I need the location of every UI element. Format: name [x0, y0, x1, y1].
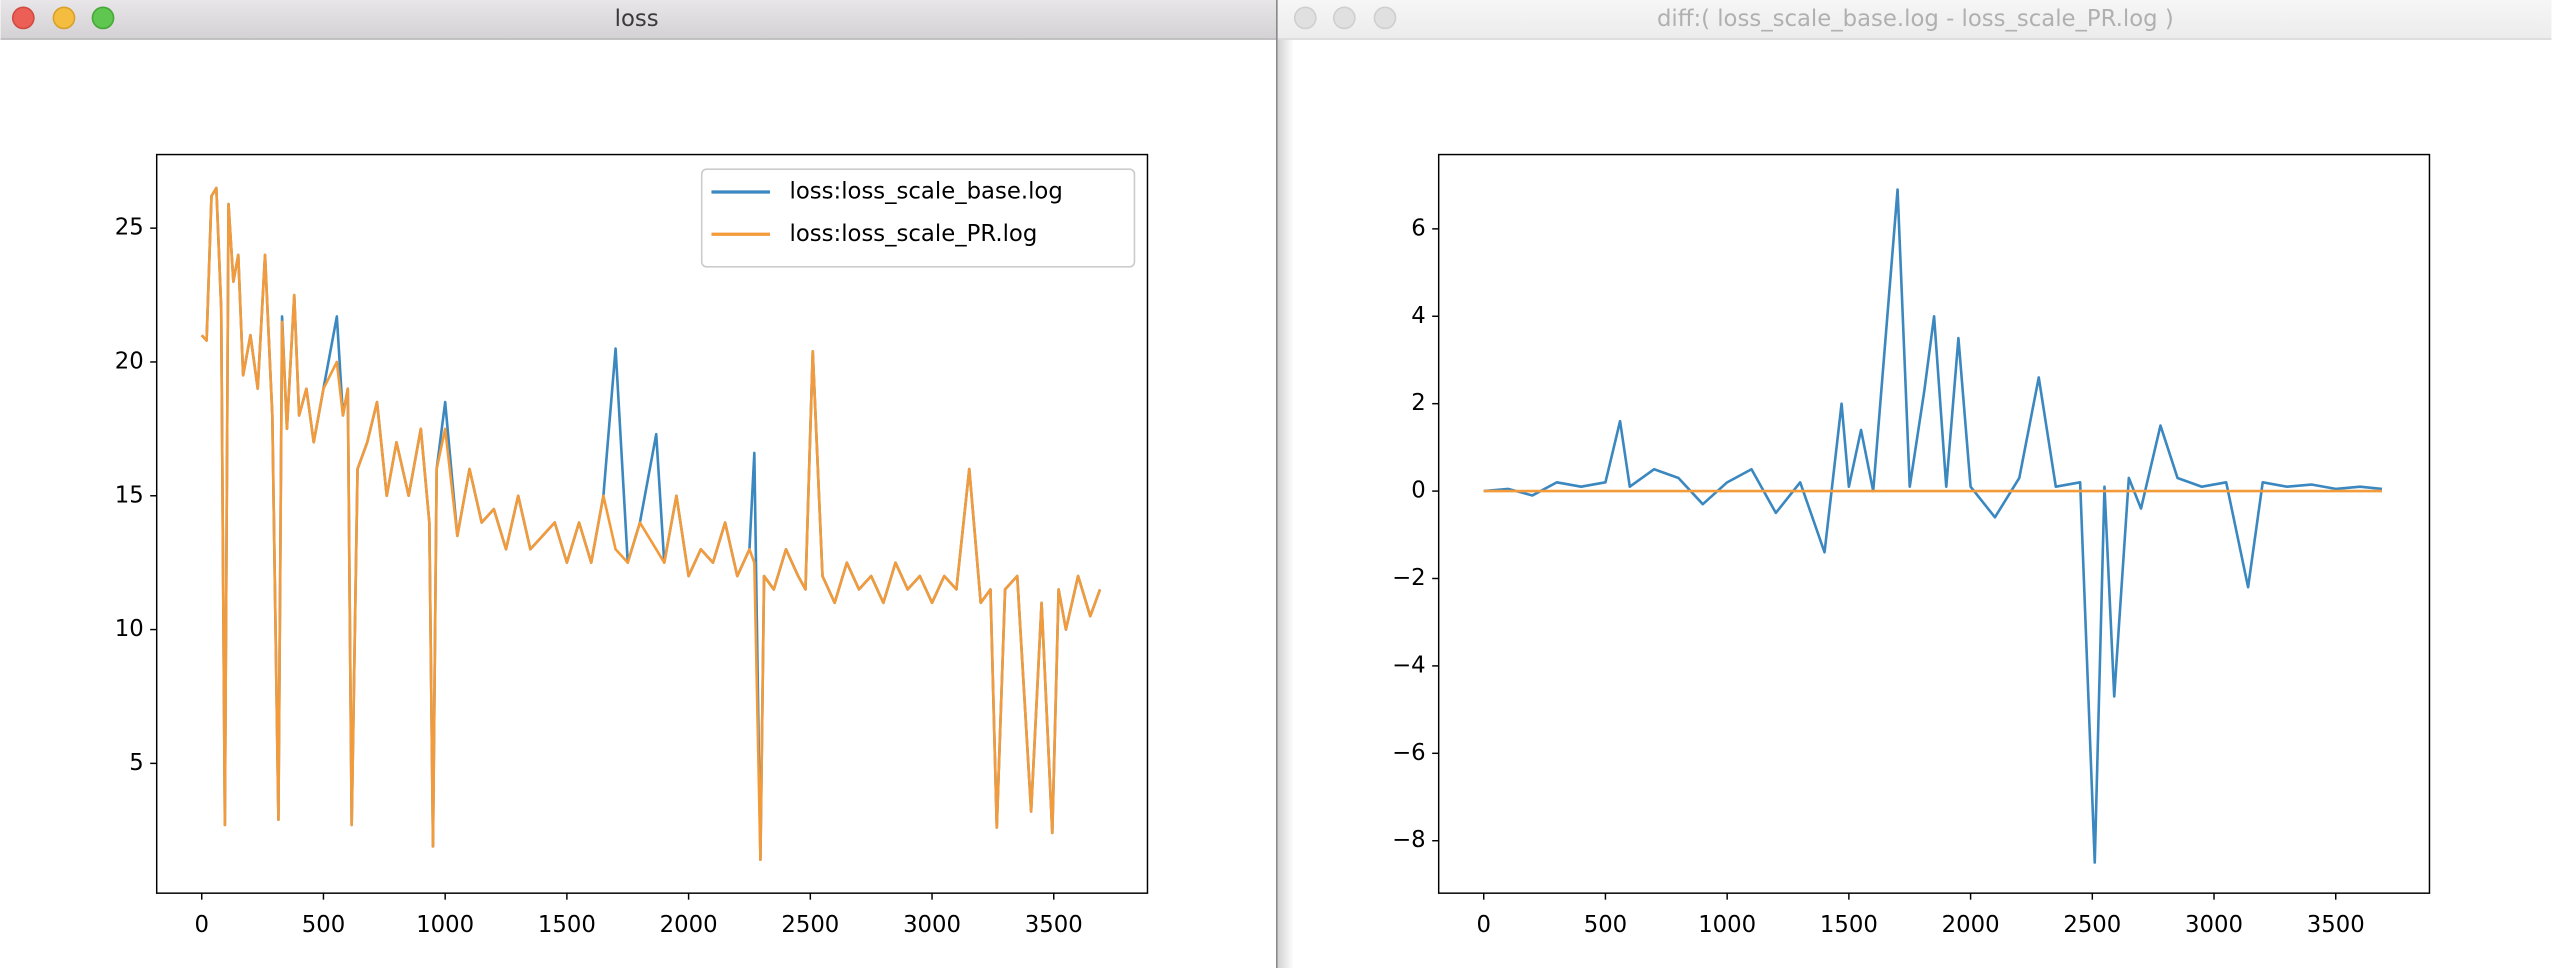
zoom-button[interactable] — [1373, 6, 1397, 30]
x-tick-label: 500 — [302, 912, 345, 938]
legend-label: loss:loss_scale_PR.log — [790, 221, 1038, 247]
y-tick-label: 6 — [1411, 215, 1425, 241]
close-button[interactable] — [1293, 6, 1317, 30]
legend-box — [700, 168, 1136, 268]
x-tick-label: 2500 — [781, 912, 839, 938]
x-tick-label: 3500 — [1025, 912, 1083, 938]
y-tick-label: −8 — [1392, 827, 1426, 853]
title-bar — [0, 0, 1276, 40]
y-tick-label: 0 — [1411, 478, 1425, 504]
x-tick-label: 0 — [194, 912, 208, 938]
x-tick-label: 1500 — [538, 912, 596, 938]
window-loss: loss — [0, 0, 1276, 968]
zoom-button[interactable] — [91, 6, 115, 30]
y-tick-label: 2 — [1411, 390, 1425, 416]
minimize-button[interactable] — [52, 6, 76, 30]
legend-label: loss:loss_scale_base.log — [790, 178, 1063, 204]
y-tick-label: 20 — [115, 348, 144, 374]
x-tick-label: 2000 — [660, 912, 718, 938]
window-title: diff:( loss_scale_base.log - loss_scale_… — [1657, 6, 2174, 32]
title-bar — [1277, 0, 2552, 40]
x-tick-label: 1500 — [1820, 912, 1878, 938]
y-tick-label: −4 — [1392, 652, 1426, 678]
axes-frame — [155, 153, 1149, 894]
x-tick-label: 3000 — [2185, 912, 2243, 938]
x-tick-label: 1000 — [416, 912, 474, 938]
x-tick-label: 3000 — [903, 912, 961, 938]
window-shadow — [1277, 0, 1294, 968]
y-tick-label: 25 — [115, 215, 144, 241]
y-tick-label: 4 — [1411, 303, 1425, 329]
y-tick-label: 10 — [115, 616, 144, 642]
x-tick-label: 2000 — [1942, 912, 2000, 938]
y-tick-label: 15 — [115, 482, 144, 508]
data-line — [200, 186, 1102, 862]
window-body — [0, 0, 1276, 968]
minimize-button[interactable] — [1332, 6, 1356, 30]
y-tick-label: −6 — [1392, 740, 1426, 766]
x-tick-label: 2500 — [2063, 912, 2121, 938]
window-title: loss — [615, 6, 659, 32]
window-body — [1277, 0, 2552, 968]
axes-frame — [1437, 153, 2431, 894]
chart: 0 500 1000 1500 2000 2500 3000 3500 5 10 15 20 25 los… — [115, 153, 1149, 938]
data-line — [1483, 188, 2383, 864]
chart: 0 500 1000 1500 2000 2500 3000 3500 −8 −6 −4 −2 0 2 4 6 — [1392, 153, 2431, 938]
x-tick-label: 1000 — [1698, 912, 1756, 938]
x-tick-label: 0 — [1476, 912, 1490, 938]
legend: loss:loss_scale_base.log loss:loss_scale_… — [700, 168, 1136, 268]
window-diff: diff:( loss_scale_base.log - loss_scale_… — [1277, 0, 2552, 968]
x-tick-label: 500 — [1584, 912, 1627, 938]
close-button[interactable] — [11, 6, 35, 30]
x-tick-label: 3500 — [2307, 912, 2365, 938]
y-tick-label: 5 — [129, 750, 143, 776]
y-tick-label: −2 — [1392, 565, 1426, 591]
